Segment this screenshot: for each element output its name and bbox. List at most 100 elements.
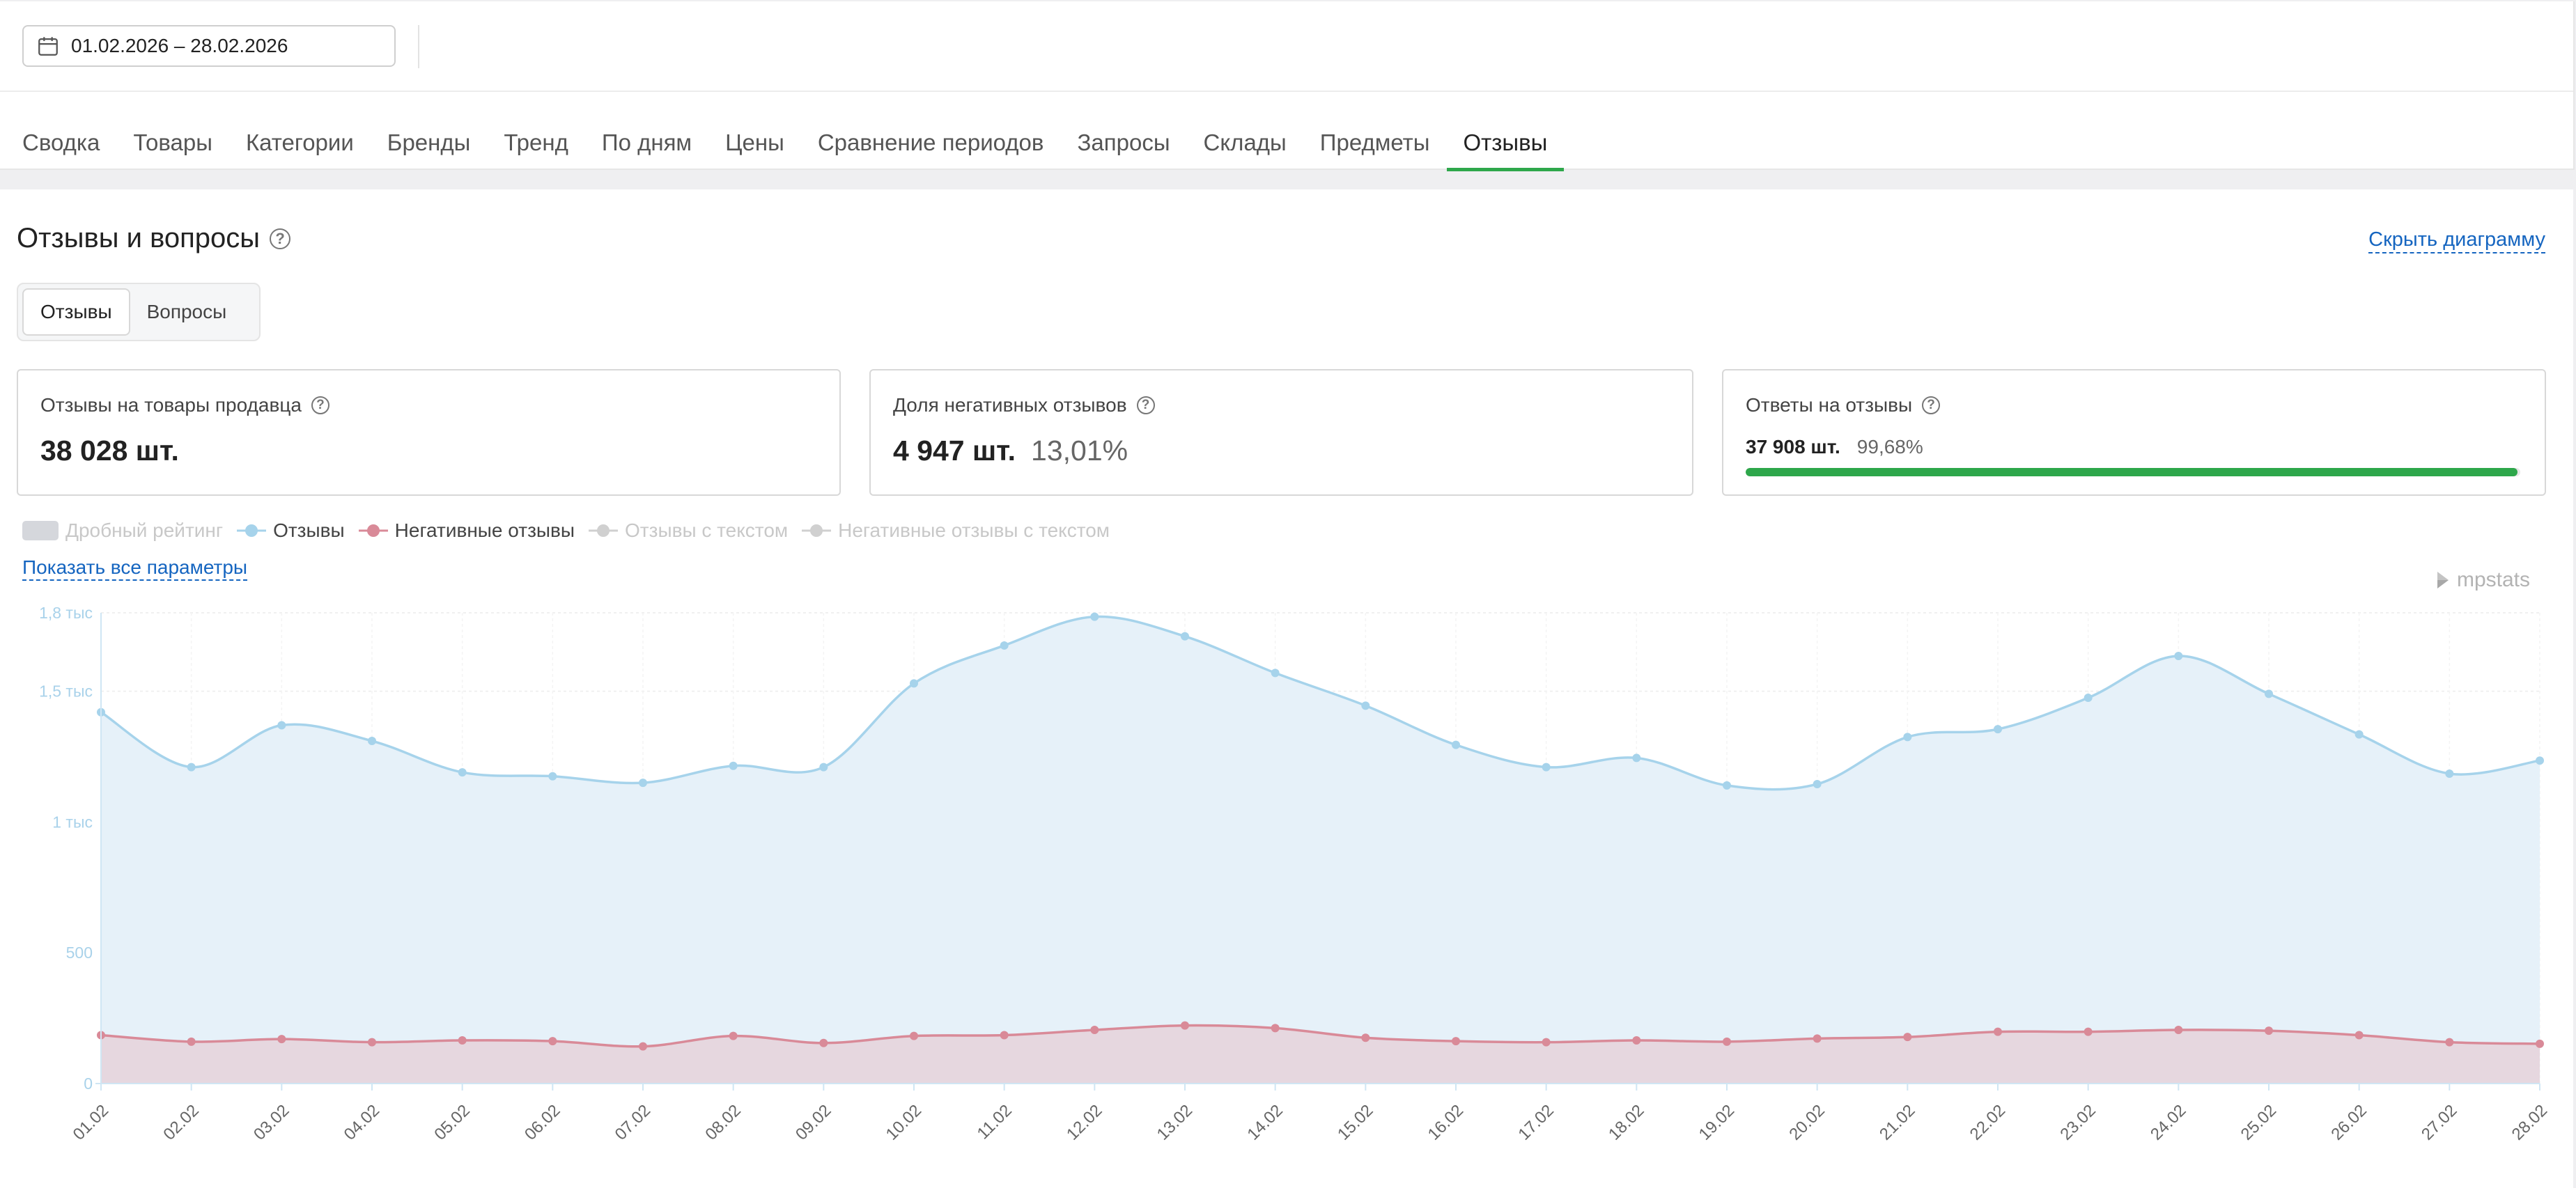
x-tick-label: 22.02 xyxy=(1966,1101,2010,1144)
point-reviews xyxy=(1723,781,1731,790)
x-tick-label: 23.02 xyxy=(2056,1101,2100,1144)
x-tick-label: 15.02 xyxy=(1334,1101,1377,1144)
point-reviews xyxy=(1361,701,1370,710)
point-negative xyxy=(2355,1031,2364,1040)
point-reviews xyxy=(2536,756,2544,765)
x-tick-label: 14.02 xyxy=(1243,1101,1287,1144)
point-negative xyxy=(2265,1026,2273,1035)
tab-2[interactable]: Категории xyxy=(229,113,371,171)
point-reviews xyxy=(1000,641,1009,650)
point-negative xyxy=(2536,1040,2544,1048)
point-negative xyxy=(1181,1022,1189,1030)
point-reviews xyxy=(1903,733,1911,741)
point-reviews xyxy=(187,763,196,772)
point-reviews xyxy=(1813,780,1822,788)
tab-9[interactable]: Склады xyxy=(1187,113,1303,171)
x-tick-label: 25.02 xyxy=(2237,1101,2281,1144)
y-tick-label: 0 xyxy=(84,1074,93,1093)
point-negative xyxy=(1090,1026,1099,1034)
calendar-icon xyxy=(36,34,60,58)
point-reviews xyxy=(2265,689,2273,698)
tab-10[interactable]: Предметы xyxy=(1303,113,1447,171)
report-tabs: Сводка Товары Категории Бренды Тренд По дням Ц… xyxy=(0,113,1564,171)
x-tick-label: 18.02 xyxy=(1605,1101,1648,1144)
point-reviews xyxy=(368,737,376,745)
point-reviews xyxy=(1452,741,1460,749)
tab-1[interactable]: Товары xyxy=(116,113,229,171)
point-reviews xyxy=(277,721,286,729)
y-tick-label: 1 тыс xyxy=(52,813,93,831)
point-reviews xyxy=(1090,613,1099,621)
toolbar-divider xyxy=(418,25,419,68)
point-reviews xyxy=(548,772,557,781)
x-tick-label: 20.02 xyxy=(1785,1101,1829,1144)
tab-3[interactable]: Бренды xyxy=(371,113,488,171)
point-reviews xyxy=(2174,652,2182,660)
tab-8[interactable]: Запросы xyxy=(1060,113,1186,171)
x-tick-label: 19.02 xyxy=(1696,1101,1739,1144)
toolbar-separator xyxy=(0,91,2573,92)
top-toolbar: 01.02.2026 – 28.02.2026 Сводка Товары Кате… xyxy=(0,1,2575,170)
tab-4[interactable]: Тренд xyxy=(487,113,585,171)
x-tick-label: 17.02 xyxy=(1514,1101,1558,1144)
point-negative xyxy=(1542,1038,1551,1047)
x-tick-label: 24.02 xyxy=(2147,1101,2190,1144)
x-tick-label: 13.02 xyxy=(1154,1101,1197,1144)
point-negative xyxy=(1723,1038,1731,1046)
y-tick-label: 500 xyxy=(66,944,93,962)
reviews-chart: 0 500 1 тыс 1,5 тыс 1,8 тыс 01.02 02.02 03.02 04… xyxy=(0,189,2576,1188)
date-range-text: 01.02.2026 – 28.02.2026 xyxy=(71,35,288,57)
tab-11[interactable]: Отзывы xyxy=(1447,113,1565,171)
x-tick-label: 10.02 xyxy=(883,1101,926,1144)
point-reviews xyxy=(1181,632,1189,641)
x-tick-label: 06.02 xyxy=(521,1101,564,1144)
area-reviews xyxy=(101,616,2540,1084)
point-negative xyxy=(1903,1033,1911,1041)
point-reviews xyxy=(2084,694,2093,702)
x-tick-label: 05.02 xyxy=(430,1101,474,1144)
point-negative xyxy=(548,1037,557,1045)
point-negative xyxy=(368,1038,376,1047)
point-negative xyxy=(1813,1034,1822,1042)
x-tick-label: 08.02 xyxy=(701,1101,745,1144)
x-tick-label: 03.02 xyxy=(250,1101,293,1144)
y-tick-label: 1,8 тыс xyxy=(39,604,93,622)
tab-5[interactable]: По дням xyxy=(585,113,708,171)
point-reviews xyxy=(729,762,738,770)
point-negative xyxy=(277,1035,286,1043)
tab-0[interactable]: Сводка xyxy=(0,113,116,171)
date-range-picker[interactable]: 01.02.2026 – 28.02.2026 xyxy=(22,25,396,67)
y-tick-label: 1,5 тыс xyxy=(39,682,93,701)
point-negative xyxy=(910,1032,918,1040)
point-reviews xyxy=(910,679,918,687)
x-tick-label: 09.02 xyxy=(792,1101,835,1144)
point-reviews xyxy=(2355,730,2364,739)
x-tick-label: 21.02 xyxy=(1876,1101,1919,1144)
x-tick-label: 07.02 xyxy=(612,1101,655,1144)
tab-6[interactable]: Цены xyxy=(708,113,801,171)
x-tick-label: 04.02 xyxy=(341,1101,384,1144)
point-negative xyxy=(1632,1036,1640,1045)
point-reviews xyxy=(1632,753,1640,762)
x-tick-label: 12.02 xyxy=(1063,1101,1106,1144)
point-reviews xyxy=(639,779,647,787)
point-negative xyxy=(458,1036,467,1045)
point-negative xyxy=(1452,1037,1460,1045)
x-tick-label: 16.02 xyxy=(1425,1101,1468,1144)
point-negative xyxy=(819,1039,828,1047)
point-negative xyxy=(1361,1033,1370,1042)
x-tick-label: 11.02 xyxy=(974,1101,1016,1143)
point-negative xyxy=(729,1032,738,1040)
point-reviews xyxy=(2445,769,2453,778)
point-negative xyxy=(1000,1031,1009,1040)
point-negative xyxy=(639,1042,647,1051)
tab-7[interactable]: Сравнение периодов xyxy=(801,113,1061,171)
x-tick-label: 28.02 xyxy=(2508,1101,2552,1144)
x-tick-label: 02.02 xyxy=(160,1101,203,1144)
point-negative xyxy=(2445,1038,2453,1047)
point-reviews xyxy=(1271,669,1280,677)
point-reviews xyxy=(458,768,467,776)
point-reviews xyxy=(819,763,828,772)
point-negative xyxy=(2174,1026,2182,1034)
x-tick-label: 26.02 xyxy=(2327,1101,2371,1144)
